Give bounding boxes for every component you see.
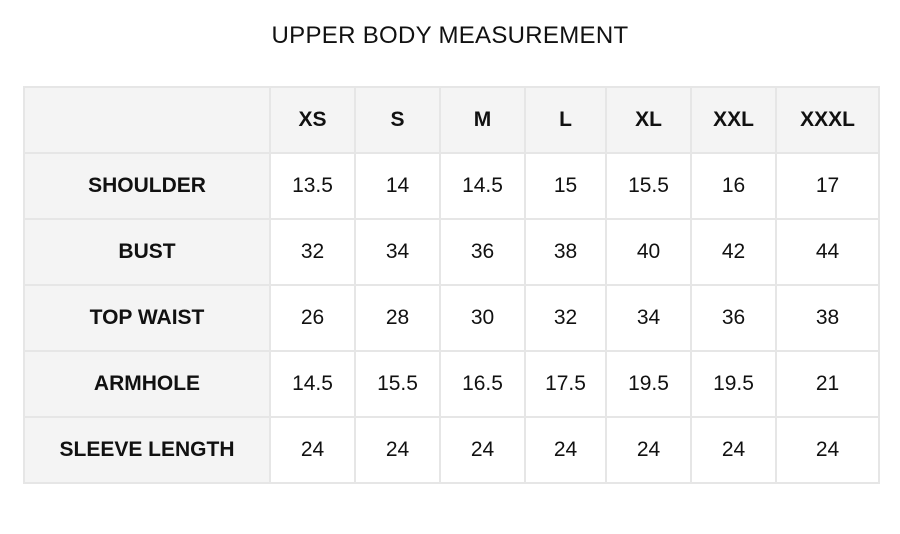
measurement-cell: 13.5 [269, 152, 356, 220]
measurement-cell: 34 [354, 218, 441, 286]
measurement-cell: 21 [775, 350, 880, 418]
size-header-m: M [439, 86, 526, 154]
size-header-xl: XL [605, 86, 692, 154]
measurement-cell: 24 [269, 416, 356, 484]
measurement-cell: 17 [775, 152, 880, 220]
row-label: ARMHOLE [23, 350, 271, 418]
measurement-cell: 24 [690, 416, 777, 484]
measurement-cell: 14.5 [269, 350, 356, 418]
measurement-cell: 38 [524, 218, 607, 286]
table-row: SHOULDER 13.5 14 14.5 15 15.5 16 17 [23, 152, 880, 220]
measurement-cell: 14.5 [439, 152, 526, 220]
measurement-cell: 17.5 [524, 350, 607, 418]
header-row: XS S M L XL XXL XXXL [23, 86, 880, 154]
measurement-cell: 34 [605, 284, 692, 352]
measurement-cell: 16 [690, 152, 777, 220]
measurement-cell: 15.5 [354, 350, 441, 418]
measurement-cell: 16.5 [439, 350, 526, 418]
table-row: BUST 32 34 36 38 40 42 44 [23, 218, 880, 286]
page-title: UPPER BODY MEASUREMENT [271, 22, 629, 49]
measurement-cell: 14 [354, 152, 441, 220]
measurement-cell: 24 [354, 416, 441, 484]
size-chart-table: XS S M L XL XXL XXXL SHOULDER 13.5 14 14.5 15 15.5 1… [23, 86, 880, 484]
measurement-cell: 28 [354, 284, 441, 352]
measurement-cell: 24 [524, 416, 607, 484]
row-label: BUST [23, 218, 271, 286]
row-label: SHOULDER [23, 152, 271, 220]
measurement-cell: 40 [605, 218, 692, 286]
size-header-xxl: XXL [690, 86, 777, 154]
measurement-cell: 15 [524, 152, 607, 220]
measurement-cell: 26 [269, 284, 356, 352]
measurement-cell: 24 [605, 416, 692, 484]
size-header-l: L [524, 86, 607, 154]
row-label: SLEEVE LENGTH [23, 416, 271, 484]
measurement-cell: 15.5 [605, 152, 692, 220]
size-header-s: S [354, 86, 441, 154]
measurement-cell: 24 [775, 416, 880, 484]
corner-cell [23, 86, 271, 154]
table-row: SLEEVE LENGTH 24 24 24 24 24 24 24 [23, 416, 880, 484]
measurement-cell: 36 [439, 218, 526, 286]
size-header-xxxl: XXXL [775, 86, 880, 154]
measurement-cell: 32 [269, 218, 356, 286]
measurement-cell: 42 [690, 218, 777, 286]
row-label: TOP WAIST [23, 284, 271, 352]
measurement-cell: 38 [775, 284, 880, 352]
measurement-cell: 36 [690, 284, 777, 352]
measurement-cell: 44 [775, 218, 880, 286]
measurement-cell: 24 [439, 416, 526, 484]
measurement-cell: 19.5 [605, 350, 692, 418]
measurement-cell: 30 [439, 284, 526, 352]
table-row: ARMHOLE 14.5 15.5 16.5 17.5 19.5 19.5 21 [23, 350, 880, 418]
measurement-cell: 19.5 [690, 350, 777, 418]
size-header-xs: XS [269, 86, 356, 154]
table-row: TOP WAIST 26 28 30 32 34 36 38 [23, 284, 880, 352]
measurement-cell: 32 [524, 284, 607, 352]
